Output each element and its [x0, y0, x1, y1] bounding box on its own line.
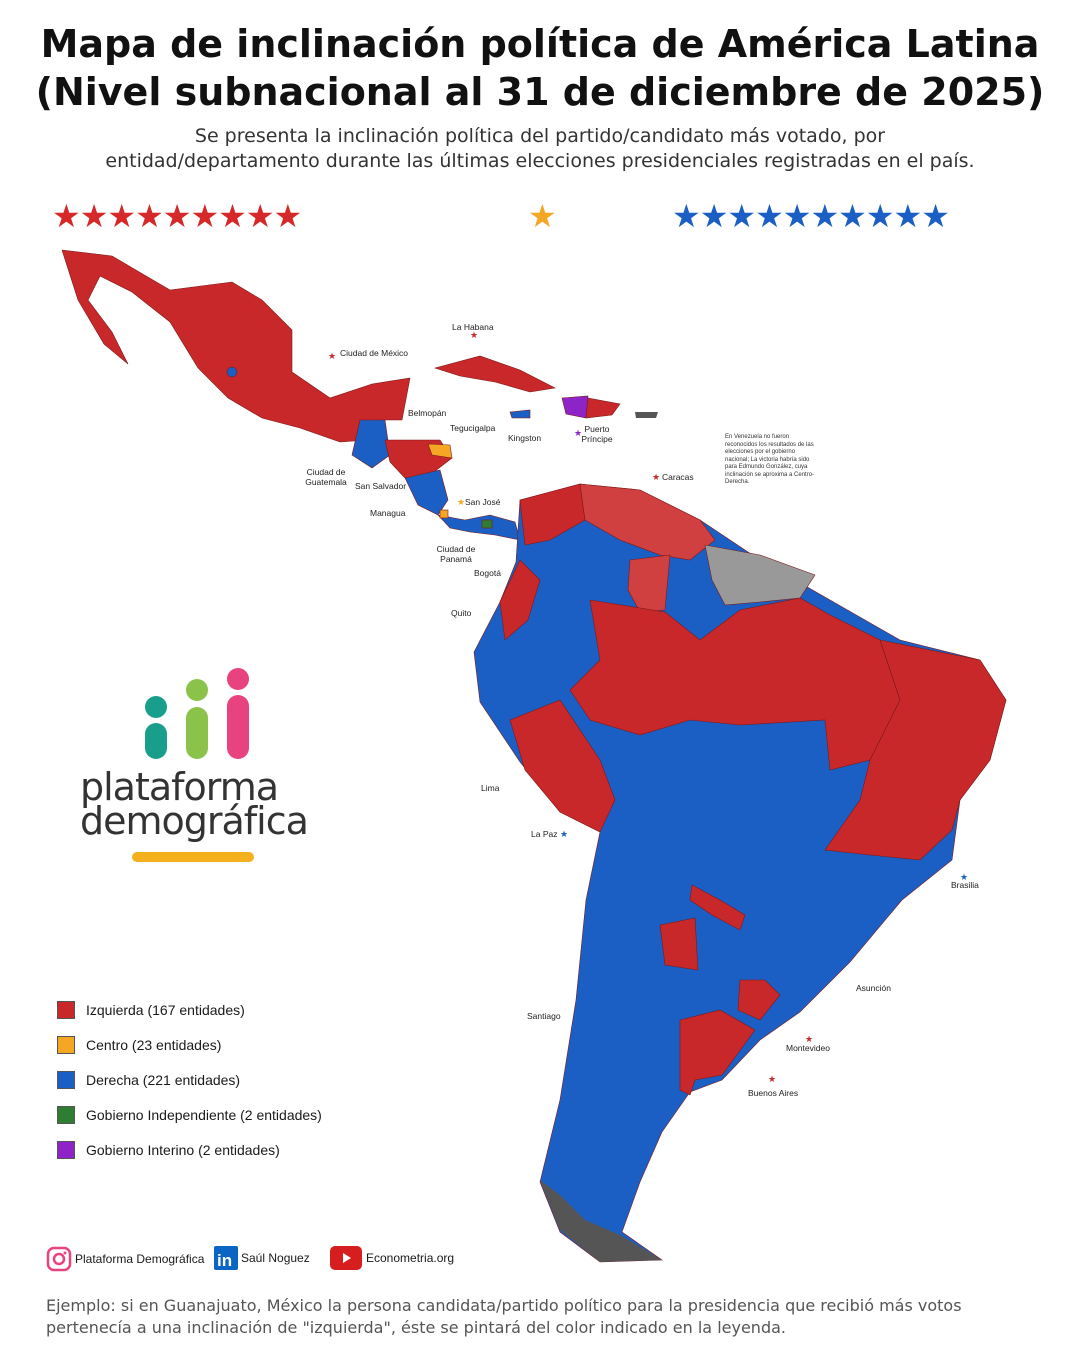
legend-swatch — [57, 1000, 75, 1019]
region-cr-centro — [439, 509, 449, 519]
capital-markers: ★ ★ ★ ★ ★ ★ ★ ★ ★ — [328, 330, 968, 1084]
city-label: Ciudad de Guatemala — [305, 467, 347, 487]
logo-mark-icon — [145, 668, 249, 759]
city-label: Tegucigalpa — [450, 423, 496, 433]
social-youtube[interactable]: Econometria.org — [330, 1246, 454, 1270]
region-nicaragua — [404, 469, 449, 516]
region-honduras-centro — [427, 443, 453, 459]
footer-example: Ejemplo: si en Guanajuato, México la per… — [46, 1296, 962, 1337]
city-label: Buenos Aires — [748, 1088, 799, 1098]
legend-swatch — [57, 1105, 75, 1124]
legend-item-centro: Centro (23 entidades) — [57, 1027, 322, 1062]
legend: Izquierda (167 entidades) Centro (23 ent… — [57, 992, 322, 1167]
legend-label: Izquierda (167 entidades) — [86, 1001, 245, 1018]
region-colombia-west — [499, 559, 541, 641]
city-label: Belmopán — [408, 408, 447, 418]
legend-swatch — [57, 1070, 75, 1089]
subtitle-line-1: Se presenta la inclinación política del … — [194, 125, 886, 147]
legend-label: Centro (23 entidades) — [86, 1036, 222, 1053]
legend-label: Derecha (221 entidades) — [86, 1071, 241, 1088]
city-label: San José — [465, 497, 501, 507]
social-instagram[interactable]: Plataforma Demográfica — [46, 1246, 204, 1272]
region-paraguay — [689, 884, 746, 931]
title-line-1: Mapa de inclinación política de América … — [40, 22, 1040, 66]
star-marker: ★ — [560, 829, 568, 839]
svg-text:in: in — [217, 1251, 232, 1270]
linkedin-handle: Saúl Noguez — [241, 1251, 310, 1265]
region-cuba — [433, 355, 556, 393]
title-line-2: (Nivel subnacional al 31 de diciembre de… — [35, 70, 1045, 114]
region-colombia-north — [519, 483, 586, 546]
city-label: Brasilia — [951, 880, 979, 890]
youtube-handle: Econometria.org — [366, 1251, 455, 1265]
venezuela-note: En Venezuela no fueron reconocidos los r… — [725, 434, 815, 485]
star-marker: ★ — [768, 1074, 776, 1084]
legend-swatch — [57, 1140, 75, 1159]
star-marker: ★ — [960, 872, 968, 882]
logo-text-line1: plataforma — [80, 765, 279, 809]
region-amazon — [569, 597, 901, 771]
city-label: Ciudad de México — [340, 348, 409, 358]
logo-text-line2: demográfica — [80, 799, 309, 843]
city-label: Quito — [451, 608, 472, 618]
star-marker: ★ — [470, 330, 478, 340]
social-linkedin[interactable]: in Saúl Noguez — [214, 1246, 310, 1270]
star-marker: ★ — [457, 497, 465, 507]
region-venezuela — [579, 483, 716, 561]
subtitle-line-2: entidad/departamento durante las últimas… — [105, 150, 975, 172]
legend-label: Gobierno Interino (2 entidades) — [86, 1141, 280, 1158]
city-label: Montevideo — [786, 1043, 830, 1053]
logo: plataforma demográfica — [80, 665, 320, 862]
city-label: Bogotá — [474, 568, 501, 578]
subtitle: Se presenta la inclinación política del … — [0, 124, 1080, 174]
region-brazil-northeast — [824, 639, 1007, 861]
center-star-icon: ★ — [528, 198, 557, 234]
legend-item-independiente: Gobierno Independiente (2 entidades) — [57, 1097, 322, 1132]
region-mexico-blue — [226, 366, 238, 378]
region-mexico — [61, 249, 411, 443]
region-guyanas — [704, 544, 816, 606]
region-costa-rica-panama — [437, 514, 521, 541]
star-marker: ★ — [574, 428, 582, 438]
region-dominicana — [585, 397, 621, 419]
logo-underline — [132, 852, 254, 862]
page-title: Mapa de inclinación política de América … — [0, 20, 1080, 116]
city-label: Santiago — [527, 1011, 561, 1021]
star-marker: ★ — [805, 1034, 813, 1044]
region-uruguay — [737, 979, 781, 1021]
city-label: Managua — [370, 508, 406, 518]
legend-item-izquierda: Izquierda (167 entidades) — [57, 992, 322, 1027]
youtube-icon — [330, 1246, 362, 1270]
legend-swatch — [57, 1035, 75, 1054]
region-argentina-north — [659, 917, 699, 971]
star-marker: ★ — [652, 472, 660, 482]
city-label: Puerto Príncipe — [581, 424, 613, 444]
city-label: Lima — [481, 783, 500, 793]
left-stars-icon: ★★★★★★★★★ — [52, 198, 302, 234]
city-label: Caracas — [662, 472, 694, 482]
region-jamaica — [509, 409, 531, 419]
region-patagonia-south — [540, 1180, 662, 1262]
region-haiti — [561, 395, 589, 419]
star-marker: ★ — [328, 351, 336, 361]
region-puerto-rico — [635, 412, 658, 418]
right-stars-icon: ★★★★★★★★★★ — [672, 198, 950, 234]
legend-item-derecha: Derecha (221 entidades) — [57, 1062, 322, 1097]
instagram-icon — [46, 1246, 72, 1272]
region-buenos-aires — [679, 1009, 756, 1096]
city-label: San Salvador — [355, 481, 407, 491]
city-label: La Habana — [452, 322, 494, 332]
legend-label: Gobierno Independiente (2 entidades) — [86, 1106, 322, 1123]
city-label: Asunción — [856, 983, 891, 993]
city-label: Kingston — [508, 433, 542, 443]
city-label: Ciudad de Panamá — [436, 544, 476, 564]
legend-item-interino: Gobierno Interino (2 entidades) — [57, 1132, 322, 1167]
region-peru-south — [509, 699, 616, 833]
region-panama-independiente — [481, 519, 493, 529]
region-guatemala — [351, 419, 391, 469]
city-label: La Paz — [531, 829, 558, 839]
linkedin-icon: in — [214, 1246, 238, 1270]
instagram-handle: Plataforma Demográfica — [75, 1252, 205, 1266]
